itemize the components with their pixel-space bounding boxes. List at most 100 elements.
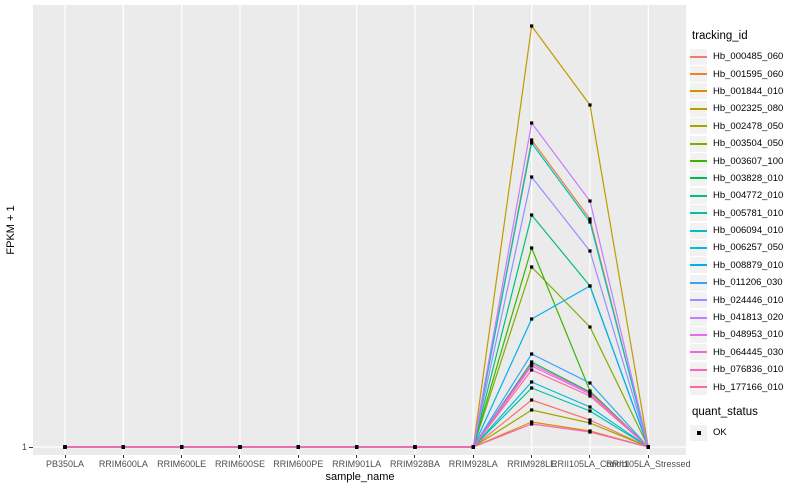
data-point	[588, 325, 592, 329]
series-color-swatch	[690, 274, 707, 291]
series-color-swatch	[690, 205, 707, 222]
data-point	[530, 362, 534, 366]
data-point	[588, 418, 592, 422]
legend-item-Hb_076836_010: Hb_076836_010	[690, 361, 800, 378]
legend-item-Hb_064445_030: Hb_064445_030	[690, 344, 800, 361]
legend-panel: tracking_id Hb_000485_060 Hb_001595_060 Hb…	[690, 30, 800, 441]
x-tick-label: RRIM600PE	[273, 459, 324, 469]
series-color-swatch	[690, 153, 707, 170]
data-point	[588, 430, 592, 434]
x-tick-mark	[589, 455, 591, 458]
y-tick-label: 1	[21, 442, 27, 452]
plot-panel	[33, 5, 686, 455]
legend-item-label: Hb_064445_030	[713, 346, 784, 358]
data-point	[238, 445, 242, 449]
line-swatch-icon	[690, 229, 707, 232]
series-color-swatch	[690, 187, 707, 204]
data-point	[530, 386, 534, 390]
x-tick-label: RRIM600SE	[214, 459, 265, 469]
series-color-swatch	[690, 66, 707, 83]
data-point	[530, 24, 534, 28]
line-swatch-icon	[690, 194, 707, 197]
legend-item-label: Hb_006257_050	[713, 242, 784, 254]
legend-item-label: Hb_177166_010	[713, 381, 784, 393]
legend-item-Hb_003504_050: Hb_003504_050	[690, 135, 800, 152]
legend-item-label: Hb_000485_060	[713, 51, 784, 63]
legend-item-Hb_011206_030: Hb_011206_030	[690, 274, 800, 291]
data-point	[530, 360, 534, 364]
legend-item-Hb_005781_010: Hb_005781_010	[690, 205, 800, 222]
data-point	[530, 265, 534, 269]
legend-entries: Hb_000485_060 Hb_001595_060 Hb_001844_010 H…	[690, 48, 800, 396]
data-point	[588, 199, 592, 203]
x-tick-mark	[297, 455, 299, 458]
data-point	[121, 445, 125, 449]
legend-item-Hb_002478_050: Hb_002478_050	[690, 118, 800, 135]
data-point	[530, 141, 534, 145]
x-tick-label: RRIM928LE	[507, 459, 557, 469]
legend-item-Hb_000485_060: Hb_000485_060	[690, 48, 800, 65]
legend-item-ok: OK	[690, 424, 800, 441]
x-tick-mark	[239, 455, 241, 458]
series-color-swatch	[690, 292, 707, 309]
legend-item-label: Hb_008879_010	[713, 259, 784, 271]
data-point	[530, 352, 534, 356]
legend-title-tracking-id: tracking_id	[692, 30, 748, 42]
legend-item-label: Hb_041813_020	[713, 312, 784, 324]
legend-item-label: Hb_003607_100	[713, 155, 784, 167]
data-point	[296, 445, 300, 449]
line-swatch-icon	[690, 73, 707, 76]
line-swatch-icon	[690, 90, 707, 93]
series-color-swatch	[690, 379, 707, 396]
line-swatch-icon	[690, 246, 707, 249]
line-swatch-icon	[690, 125, 707, 128]
legend-item-Hb_006257_050: Hb_006257_050	[690, 239, 800, 256]
y-axis-title: FPKM + 1	[5, 205, 17, 255]
line-swatch-icon	[690, 177, 707, 180]
data-point	[588, 381, 592, 385]
line-swatch-icon	[690, 107, 707, 110]
legend-item-label: OK	[713, 427, 727, 438]
data-point	[530, 420, 534, 424]
series-color-swatch	[690, 135, 707, 152]
legend-item-label: Hb_048953_010	[713, 329, 784, 341]
x-tick-mark	[64, 455, 66, 458]
legend-item-label: Hb_003504_050	[713, 138, 784, 150]
line-swatch-icon	[690, 212, 707, 215]
y-tick-mark	[29, 447, 33, 448]
data-point	[530, 175, 534, 179]
series-color-swatch	[690, 83, 707, 100]
data-point	[530, 246, 534, 250]
data-point	[63, 445, 67, 449]
legend-item-label: Hb_006094_010	[713, 225, 784, 237]
legend-item-label: Hb_005781_010	[713, 207, 784, 219]
series-color-swatch	[690, 257, 707, 274]
line-swatch-icon	[690, 368, 707, 371]
line-swatch-icon	[690, 142, 707, 145]
ok-point-swatch	[690, 424, 707, 441]
x-tick-label: RRIM901LA	[332, 459, 382, 469]
line-swatch-icon	[690, 160, 707, 163]
legend-item-Hb_003607_100: Hb_003607_100	[690, 152, 800, 170]
legend-item-Hb_008879_010: Hb_008879_010	[690, 257, 800, 274]
legend-item-Hb_006094_010: Hb_006094_010	[690, 222, 800, 239]
legend-item-label: Hb_024446_010	[713, 294, 784, 306]
x-tick-label: RRII105LA_Control	[550, 459, 629, 469]
data-point	[530, 213, 534, 217]
quant-status-legend: quant_status OK	[690, 406, 800, 441]
x-tick-label: RRIM600LE	[157, 459, 207, 469]
legend-item-Hb_024446_010: Hb_024446_010	[690, 291, 800, 309]
legend-item-label: Hb_002325_080	[713, 103, 784, 115]
x-tick-mark	[122, 455, 124, 458]
line-swatch-icon	[690, 333, 707, 336]
data-point	[530, 408, 534, 412]
square-point-icon	[696, 430, 701, 435]
legend-item-Hb_041813_020: Hb_041813_020	[690, 309, 800, 326]
legend-item-label: Hb_011206_030	[713, 277, 783, 289]
data-point	[588, 421, 592, 425]
x-tick-label: RRII105LA_Stressed	[606, 459, 691, 469]
legend-item-Hb_001595_060: Hb_001595_060	[690, 65, 800, 83]
legend-item-Hb_177166_010: Hb_177166_010	[690, 378, 800, 396]
data-point	[588, 103, 592, 107]
data-point	[355, 445, 359, 449]
